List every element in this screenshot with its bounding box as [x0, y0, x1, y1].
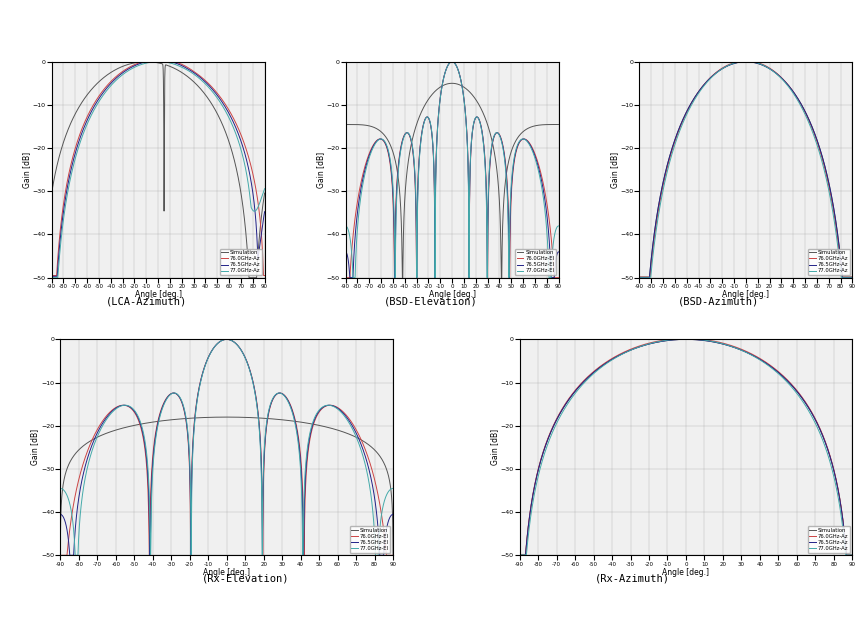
Y-axis label: Gain [dB]: Gain [dB]	[30, 429, 40, 465]
Legend: Simulation, 76.0GHz-El, 76.5GHz-El, 77.0GHz-El: Simulation, 76.0GHz-El, 76.5GHz-El, 77.0…	[350, 526, 390, 553]
Y-axis label: Gain [dB]: Gain [dB]	[316, 152, 325, 188]
Legend: Simulation, 76.0GHz-Az, 76.5GHz-Az, 77.0GHz-Az: Simulation, 76.0GHz-Az, 76.5GHz-Az, 77.0…	[220, 249, 262, 275]
Y-axis label: Gain [dB]: Gain [dB]	[490, 429, 499, 465]
Text: (Rx-Azimuth): (Rx-Azimuth)	[595, 574, 671, 584]
X-axis label: Angle [deg.]: Angle [deg.]	[134, 290, 182, 299]
Legend: Simulation, 76.0GHz-Az, 76.5GHz-Az, 77.0GHz-Az: Simulation, 76.0GHz-Az, 76.5GHz-Az, 77.0…	[808, 249, 850, 275]
Y-axis label: Gain [dB]: Gain [dB]	[610, 152, 619, 188]
Text: (BSD-Elevation): (BSD-Elevation)	[384, 296, 477, 306]
Legend: Simulation, 76.0GHz-Az, 76.5GHz-Az, 77.0GHz-Az: Simulation, 76.0GHz-Az, 76.5GHz-Az, 77.0…	[808, 526, 850, 553]
Text: (Rx-Elevation): (Rx-Elevation)	[201, 574, 289, 584]
X-axis label: Angle [deg.]: Angle [deg.]	[662, 568, 709, 577]
Legend: Simulation, 76.0GHz-El, 76.5GHz-El, 77.0GHz-El: Simulation, 76.0GHz-El, 76.5GHz-El, 77.0…	[515, 249, 556, 275]
Y-axis label: Gain [dB]: Gain [dB]	[22, 152, 31, 188]
X-axis label: Angle [deg.]: Angle [deg.]	[722, 290, 770, 299]
X-axis label: Angle [deg.]: Angle [deg.]	[429, 290, 475, 299]
Text: (LCA-Azimuth): (LCA-Azimuth)	[106, 296, 187, 306]
X-axis label: Angle [deg.]: Angle [deg.]	[203, 568, 251, 577]
Text: (BSD-Azimuth): (BSD-Azimuth)	[678, 296, 759, 306]
